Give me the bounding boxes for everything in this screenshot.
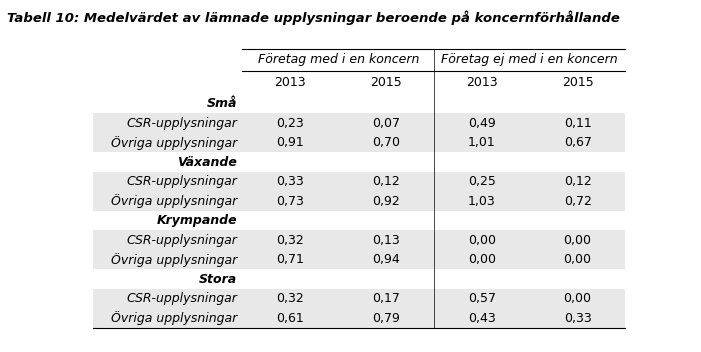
Text: 0,00: 0,00 (564, 292, 592, 305)
Text: 0,43: 0,43 (468, 312, 496, 325)
Text: Växande: Växande (177, 156, 237, 169)
Text: 0,71: 0,71 (276, 253, 304, 266)
Bar (93, 133, 625, 152)
Text: 0,07: 0,07 (372, 117, 400, 130)
Text: 0,67: 0,67 (564, 136, 592, 149)
Text: 0,32: 0,32 (276, 234, 304, 247)
Text: 0,91: 0,91 (276, 136, 304, 149)
Text: 0,33: 0,33 (564, 312, 592, 325)
Text: 0,70: 0,70 (372, 136, 400, 149)
Text: Tabell 10: Medelvärdet av lämnade upplysningar beroende på koncernförhållande: Tabell 10: Medelvärdet av lämnade upplys… (7, 11, 620, 25)
Text: 0,17: 0,17 (372, 292, 400, 305)
Text: 1,03: 1,03 (468, 195, 496, 208)
Text: 1,01: 1,01 (468, 136, 496, 149)
Text: 0,00: 0,00 (468, 234, 496, 247)
Text: 0,12: 0,12 (372, 175, 400, 188)
Text: Övriga upplysningar: Övriga upplysningar (111, 136, 237, 150)
Text: 0,23: 0,23 (276, 117, 304, 130)
Bar (93, 191, 625, 211)
Bar (93, 230, 625, 250)
Text: Företag med i en koncern: Företag med i en koncern (257, 54, 419, 67)
Text: 0,73: 0,73 (276, 195, 304, 208)
Text: 0,13: 0,13 (372, 234, 400, 247)
Text: 0,57: 0,57 (468, 292, 496, 305)
Text: CSR-upplysningar: CSR-upplysningar (126, 234, 237, 247)
Text: Övriga upplysningar: Övriga upplysningar (111, 253, 237, 266)
Text: Företag ej med i en koncern: Företag ej med i en koncern (442, 54, 618, 67)
Text: CSR-upplysningar: CSR-upplysningar (126, 175, 237, 188)
Text: 0,25: 0,25 (468, 175, 496, 188)
Text: 0,00: 0,00 (564, 253, 592, 266)
Text: 0,61: 0,61 (276, 312, 304, 325)
Text: 2013: 2013 (275, 76, 306, 89)
Text: CSR-upplysningar: CSR-upplysningar (126, 117, 237, 130)
Text: 2013: 2013 (466, 76, 498, 89)
Text: 0,12: 0,12 (564, 175, 592, 188)
Text: 0,94: 0,94 (372, 253, 400, 266)
Bar (93, 308, 625, 328)
Text: 0,32: 0,32 (276, 292, 304, 305)
Bar (93, 172, 625, 191)
Bar (93, 289, 625, 308)
Text: 2015: 2015 (370, 76, 402, 89)
Text: 0,92: 0,92 (372, 195, 400, 208)
Text: Stora: Stora (199, 273, 237, 285)
Text: 0,72: 0,72 (564, 195, 592, 208)
Text: 0,79: 0,79 (372, 312, 400, 325)
Text: 0,33: 0,33 (276, 175, 304, 188)
Text: Övriga upplysningar: Övriga upplysningar (111, 194, 237, 208)
Bar (93, 250, 625, 269)
Text: Krympande: Krympande (156, 214, 237, 227)
Text: 0,49: 0,49 (468, 117, 496, 130)
Text: 0,00: 0,00 (468, 253, 496, 266)
Bar (93, 113, 625, 133)
Text: 0,11: 0,11 (564, 117, 592, 130)
Text: CSR-upplysningar: CSR-upplysningar (126, 292, 237, 305)
Text: Övriga upplysningar: Övriga upplysningar (111, 311, 237, 325)
Text: Små: Små (207, 97, 237, 110)
Text: 2015: 2015 (562, 76, 594, 89)
Text: 0,00: 0,00 (564, 234, 592, 247)
